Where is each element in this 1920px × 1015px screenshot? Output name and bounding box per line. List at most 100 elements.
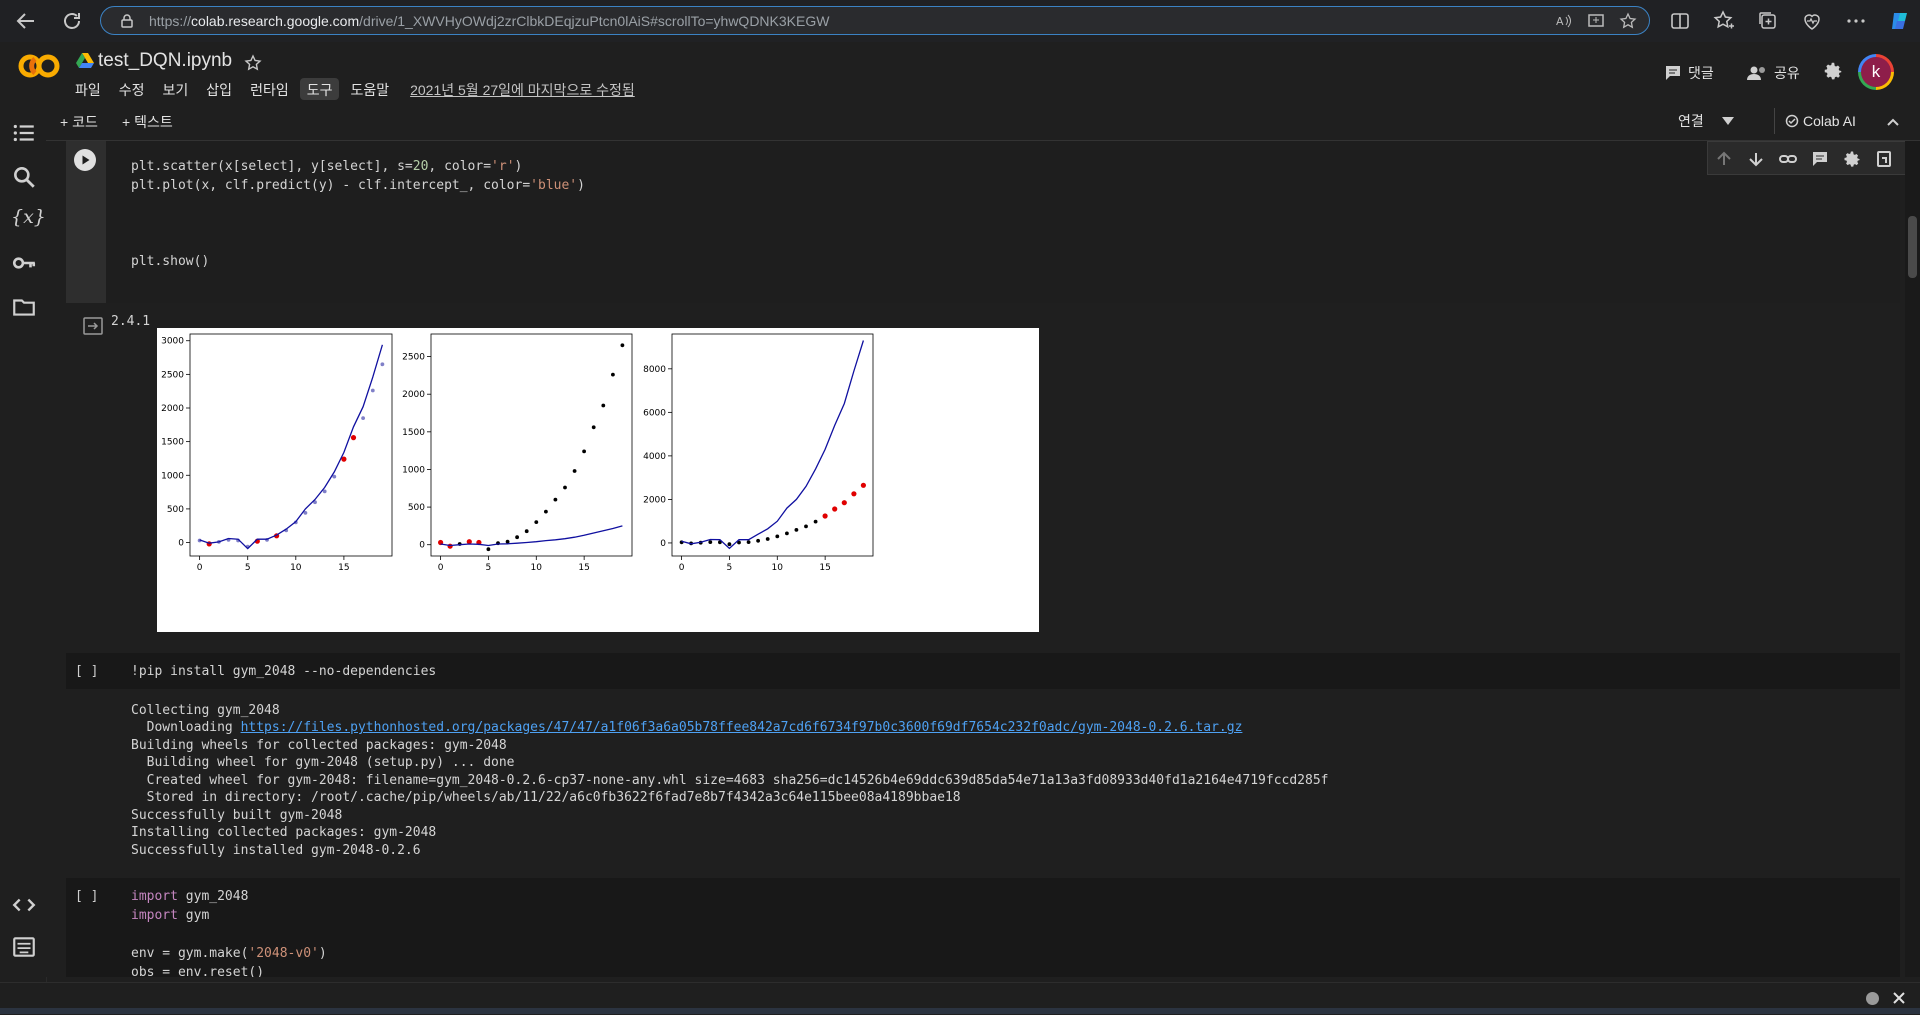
data-point (361, 416, 365, 420)
split-screen-icon[interactable] (1668, 9, 1692, 33)
data-point (851, 491, 857, 497)
collections-icon[interactable] (1756, 9, 1780, 33)
favorite-star-icon[interactable] (1619, 12, 1637, 30)
data-point (591, 425, 596, 430)
code-cell-plot[interactable]: plt.scatter(x[select], y[select], s=20, … (66, 141, 1920, 303)
notebook-body: plt.scatter(x[select], y[select], s=20, … (46, 141, 1920, 977)
favorites-icon[interactable] (1712, 9, 1736, 33)
y-tick-label: 1500 (161, 438, 184, 448)
address-bar[interactable]: https://colab.research.google.com/drive/… (100, 6, 1650, 35)
table-of-contents-icon[interactable] (11, 120, 37, 146)
menu-runtime[interactable]: 런타임 (250, 82, 289, 98)
connect-button[interactable]: 연결 (1678, 111, 1734, 131)
data-point (765, 537, 770, 541)
menu-tools[interactable]: 도구 (299, 78, 340, 100)
search-icon[interactable] (11, 164, 37, 190)
share-label: 공유 (1774, 65, 1800, 81)
comment-icon[interactable] (1810, 149, 1830, 169)
menu-help[interactable]: 도움말 (350, 82, 390, 98)
collapse-header-chevron-up-icon[interactable] (1886, 115, 1900, 129)
lock-icon[interactable] (119, 13, 135, 29)
data-point (322, 489, 327, 494)
cell-output-pip: Collecting gym_2048 Downloading https://… (66, 695, 1900, 977)
execution-count-bracket: [ ] (75, 664, 99, 679)
x-tick-label: 0 (438, 563, 444, 573)
browser-toolbar: https://colab.research.google.com/drive/… (0, 0, 1920, 43)
scrollbar-thumb[interactable] (1908, 216, 1917, 278)
menu-edit[interactable]: 수정 (118, 82, 145, 98)
menu-view[interactable]: 보기 (162, 82, 189, 98)
folder-icon[interactable] (11, 294, 37, 320)
run-cell-button[interactable] (74, 149, 96, 171)
output-version-text: 2.4.1 (111, 314, 151, 329)
x-tick-label: 15 (578, 563, 589, 573)
cell-settings-gear-icon[interactable] (1842, 149, 1862, 169)
data-point (505, 539, 510, 544)
more-options-icon[interactable] (1844, 9, 1868, 33)
output-line: Downloading https://files.pythonhosted.o… (131, 720, 1243, 735)
copilot-icon[interactable] (1888, 9, 1912, 33)
browser-essentials-icon[interactable] (1800, 9, 1824, 33)
data-point (611, 372, 615, 377)
y-tick-label: 1000 (402, 465, 425, 475)
comment-button[interactable]: 댓글 (1664, 62, 1714, 84)
notebook-scrollbar[interactable] (1905, 141, 1920, 977)
data-point (332, 474, 337, 479)
menu-file[interactable]: 파일 (75, 82, 101, 98)
comment-label: 댓글 (1688, 65, 1714, 81)
data-point (804, 524, 808, 529)
data-point (746, 540, 751, 544)
add-text-button[interactable]: + 텍스트 (122, 114, 173, 130)
data-point (534, 520, 539, 524)
code-cell-import[interactable]: [ ] import gym_2048 import gym env = gym… (66, 878, 1900, 977)
link-icon[interactable] (1778, 149, 1798, 169)
mirror-cell-in-tab-icon[interactable] (1874, 149, 1894, 169)
output-line: Successfully installed gym-2048-0.2.6 (131, 843, 421, 858)
move-cell-up-arrow-icon[interactable] (1714, 149, 1734, 169)
last-edited-link[interactable]: 2021년 5월 27일에 마지막으로 수정됨 (410, 82, 635, 98)
app-install-icon[interactable] (1587, 12, 1605, 30)
play-icon (82, 155, 90, 165)
x-tick-label: 10 (531, 563, 543, 573)
reload-icon[interactable] (60, 9, 84, 33)
data-point (727, 542, 732, 547)
variables-icon[interactable]: {x} (11, 206, 46, 228)
notebook-title[interactable]: test_DQN.ipynb (98, 50, 233, 71)
code-snippets-icon[interactable] (11, 892, 37, 918)
share-button[interactable]: 공유 (1746, 62, 1800, 84)
read-aloud-icon[interactable]: A (1555, 12, 1573, 30)
move-cell-down-arrow-icon[interactable] (1746, 149, 1766, 169)
data-point (380, 362, 385, 367)
y-tick-label: 8000 (643, 365, 666, 375)
code-cell-pip[interactable]: [ ] !pip install gym_2048 --no-dependenc… (66, 653, 1900, 689)
x-tick-label: 5 (486, 563, 492, 573)
command-palette-icon[interactable] (11, 934, 37, 960)
google-drive-icon[interactable] (76, 52, 94, 68)
y-tick-label: 0 (419, 541, 425, 551)
user-avatar[interactable]: k (1858, 54, 1894, 90)
colab-logo[interactable] (18, 52, 60, 80)
back-icon[interactable] (14, 9, 38, 33)
code-line: plt.plot(x, clf.predict(y) - clf.interce… (131, 178, 585, 193)
data-point (563, 485, 567, 490)
secrets-key-icon[interactable] (11, 250, 37, 276)
data-point (486, 547, 491, 552)
data-point (708, 540, 713, 544)
add-code-button[interactable]: + 코드 (60, 114, 98, 130)
connect-dropdown-chevron-down-icon[interactable] (1721, 117, 1734, 125)
star-icon[interactable] (244, 54, 262, 72)
close-icon[interactable] (1891, 990, 1907, 1006)
output-toggle-icon[interactable] (82, 315, 104, 337)
y-tick-label: 0 (178, 539, 184, 549)
colab-ai-button[interactable]: Colab AI (1774, 108, 1866, 134)
data-point (572, 469, 577, 473)
data-point (524, 529, 529, 534)
execution-count-bracket: [ ] (75, 889, 99, 904)
download-link[interactable]: https://files.pythonhosted.org/packages/… (240, 720, 1243, 735)
y-tick-label: 0 (660, 539, 666, 549)
settings-gear-icon[interactable] (1822, 60, 1844, 82)
data-point (832, 506, 838, 512)
runtime-status-dot (1866, 992, 1879, 1005)
menu-insert[interactable]: 삽입 (206, 82, 233, 98)
